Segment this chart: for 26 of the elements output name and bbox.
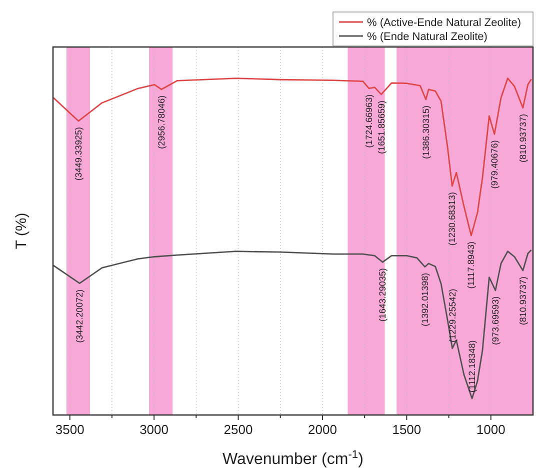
annotation: (3449.33925) (74, 127, 84, 181)
annotation: (1230.68313) (447, 192, 458, 246)
x-tick-label: 3000 (140, 422, 169, 437)
annotation: (1643.29035) (378, 268, 388, 322)
annotation: (1651.85659) (376, 100, 386, 154)
x-axis-title: Wavenumber (cm$^{-1}$) (222, 449, 364, 468)
annotation: (1392.01398) (420, 272, 430, 326)
x-tick-label: 2000 (308, 422, 337, 437)
x-tick-label: 1500 (392, 422, 422, 437)
annotation: (1724.66963) (364, 94, 374, 148)
legend-label: % (Active-Ende Natural Zeolite) (367, 17, 522, 29)
annotation: (1229.25542) (447, 288, 458, 342)
x-tick-label: 1000 (476, 422, 506, 437)
annotation: (979.40676) (490, 140, 500, 189)
annotation: (973.69593) (490, 296, 500, 345)
annotation: (1112.18348) (467, 340, 478, 392)
annotation: (1117.8943) (466, 242, 476, 289)
annotation: (2956.78046) (156, 95, 166, 149)
annotation: (1386.30315) (420, 105, 431, 160)
y-axis-title: T (%) (13, 212, 30, 250)
x-tick-label: 2500 (224, 422, 253, 437)
legend-label: % (Ende Natural Zeolite) (367, 31, 488, 43)
annotation: (3442.20072) (74, 289, 85, 343)
x-tick-label: 3500 (55, 422, 84, 437)
annotation: (810.93737) (518, 114, 528, 162)
annotation: (810.93737) (518, 276, 528, 326)
